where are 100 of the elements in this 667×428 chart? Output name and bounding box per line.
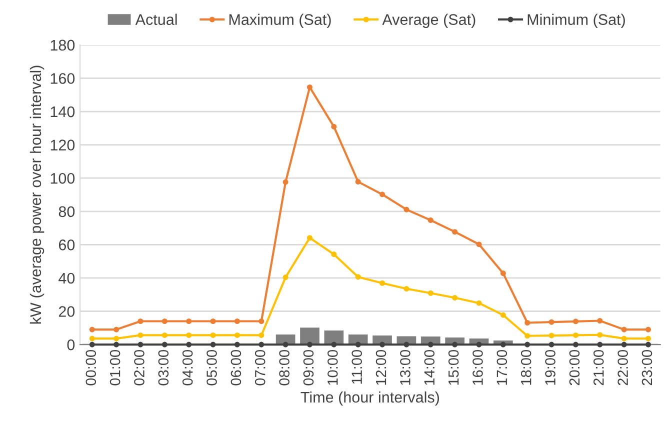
x-tick-label: 08:00: [279, 350, 290, 386]
point: [114, 342, 120, 348]
point: [621, 336, 627, 342]
point: [428, 217, 434, 223]
point: [572, 332, 578, 338]
point: [234, 342, 240, 348]
point: [404, 286, 410, 292]
point: [476, 342, 482, 348]
point: [548, 319, 554, 325]
point: [306, 342, 313, 348]
point: [210, 318, 216, 324]
x-tick-label: 02:00: [134, 350, 144, 386]
point: [234, 318, 240, 324]
point: [331, 252, 337, 258]
y-tick-label: 0: [67, 339, 75, 350]
point: [404, 342, 410, 348]
point: [597, 318, 603, 324]
y-tick-label: 60: [58, 240, 75, 250]
x-tick-label: 22:00: [618, 350, 628, 386]
point: [597, 332, 603, 338]
x-tick-label: 06:00: [230, 350, 242, 386]
point: [597, 342, 603, 348]
point: [572, 342, 578, 348]
point: [114, 326, 120, 332]
y-tick-label: 140: [50, 106, 75, 118]
point: [500, 342, 506, 348]
x-tick-label: 11:00: [352, 350, 362, 384]
point: [355, 342, 361, 348]
x-tick-label: 15:00: [448, 350, 459, 385]
point: [355, 274, 361, 280]
point: [379, 280, 386, 286]
point: [645, 336, 652, 342]
point: [572, 318, 578, 324]
point: [89, 336, 95, 342]
y-tick-label: 160: [50, 73, 75, 84]
point: [114, 336, 120, 342]
x-tick-label: 13:00: [400, 350, 410, 385]
point: [452, 342, 458, 348]
x-tick-label: 01:00: [110, 350, 120, 386]
point: [645, 326, 652, 332]
point: [186, 342, 192, 348]
point: [258, 332, 264, 338]
y-tick-label: 100: [50, 172, 75, 184]
legend-label: Actual: [135, 14, 177, 25]
point: [548, 342, 554, 348]
point: [162, 342, 168, 348]
y-tick-label: 120: [50, 140, 75, 150]
point: [210, 332, 216, 338]
point: [138, 342, 144, 348]
point: [162, 332, 168, 338]
point: [476, 300, 482, 306]
x-tick-label: 04:00: [182, 350, 193, 386]
point: [258, 318, 264, 324]
point: [524, 342, 530, 348]
point: [306, 84, 313, 90]
point: [282, 342, 288, 348]
point: [210, 342, 216, 348]
point: [186, 332, 192, 338]
point: [379, 192, 386, 198]
point: [524, 333, 530, 339]
y-tick-label: 40: [58, 272, 75, 284]
y-tick-label: 20: [58, 306, 75, 317]
legend-label: Maximum (Sat): [229, 14, 331, 28]
point: [548, 332, 554, 338]
x-tick-label: 10:00: [328, 350, 338, 385]
y-tick-label: 180: [50, 40, 75, 51]
point: [355, 178, 361, 185]
point: [282, 274, 288, 280]
x-tick-label: 12:00: [376, 350, 386, 385]
x-tick-label: 09:00: [303, 350, 314, 386]
point: [452, 229, 458, 235]
x-tick-label: 20:00: [569, 350, 580, 386]
y-axis-title: kW (average power over hour interval): [30, 66, 44, 324]
point: [476, 242, 482, 248]
point: [645, 342, 652, 348]
point: [621, 326, 627, 332]
x-tick-label: 17:00: [496, 350, 508, 385]
x-tick-label: 05:00: [206, 350, 217, 386]
point: [331, 124, 337, 130]
point: [500, 312, 506, 318]
legend-label: Minimum (Sat): [528, 14, 625, 28]
point: [138, 318, 144, 324]
point: [404, 206, 410, 212]
x-axis-title: Time (hour intervals): [300, 391, 439, 406]
point: [306, 235, 313, 241]
point: [258, 342, 264, 348]
legend-label: Average (Sat): [382, 14, 476, 28]
x-tick-label: 07:00: [254, 350, 266, 386]
point: [500, 270, 506, 276]
x-tick-label: 14:00: [424, 350, 435, 385]
point: [621, 342, 627, 348]
x-tick-label: 16:00: [472, 350, 483, 385]
point: [282, 179, 288, 185]
point: [428, 342, 434, 348]
y-tick-label: 80: [58, 206, 75, 218]
x-tick-label: 19:00: [545, 350, 556, 385]
point: [138, 332, 144, 338]
x-tick-label: 23:00: [642, 350, 652, 386]
point: [162, 318, 168, 324]
point: [331, 342, 337, 348]
